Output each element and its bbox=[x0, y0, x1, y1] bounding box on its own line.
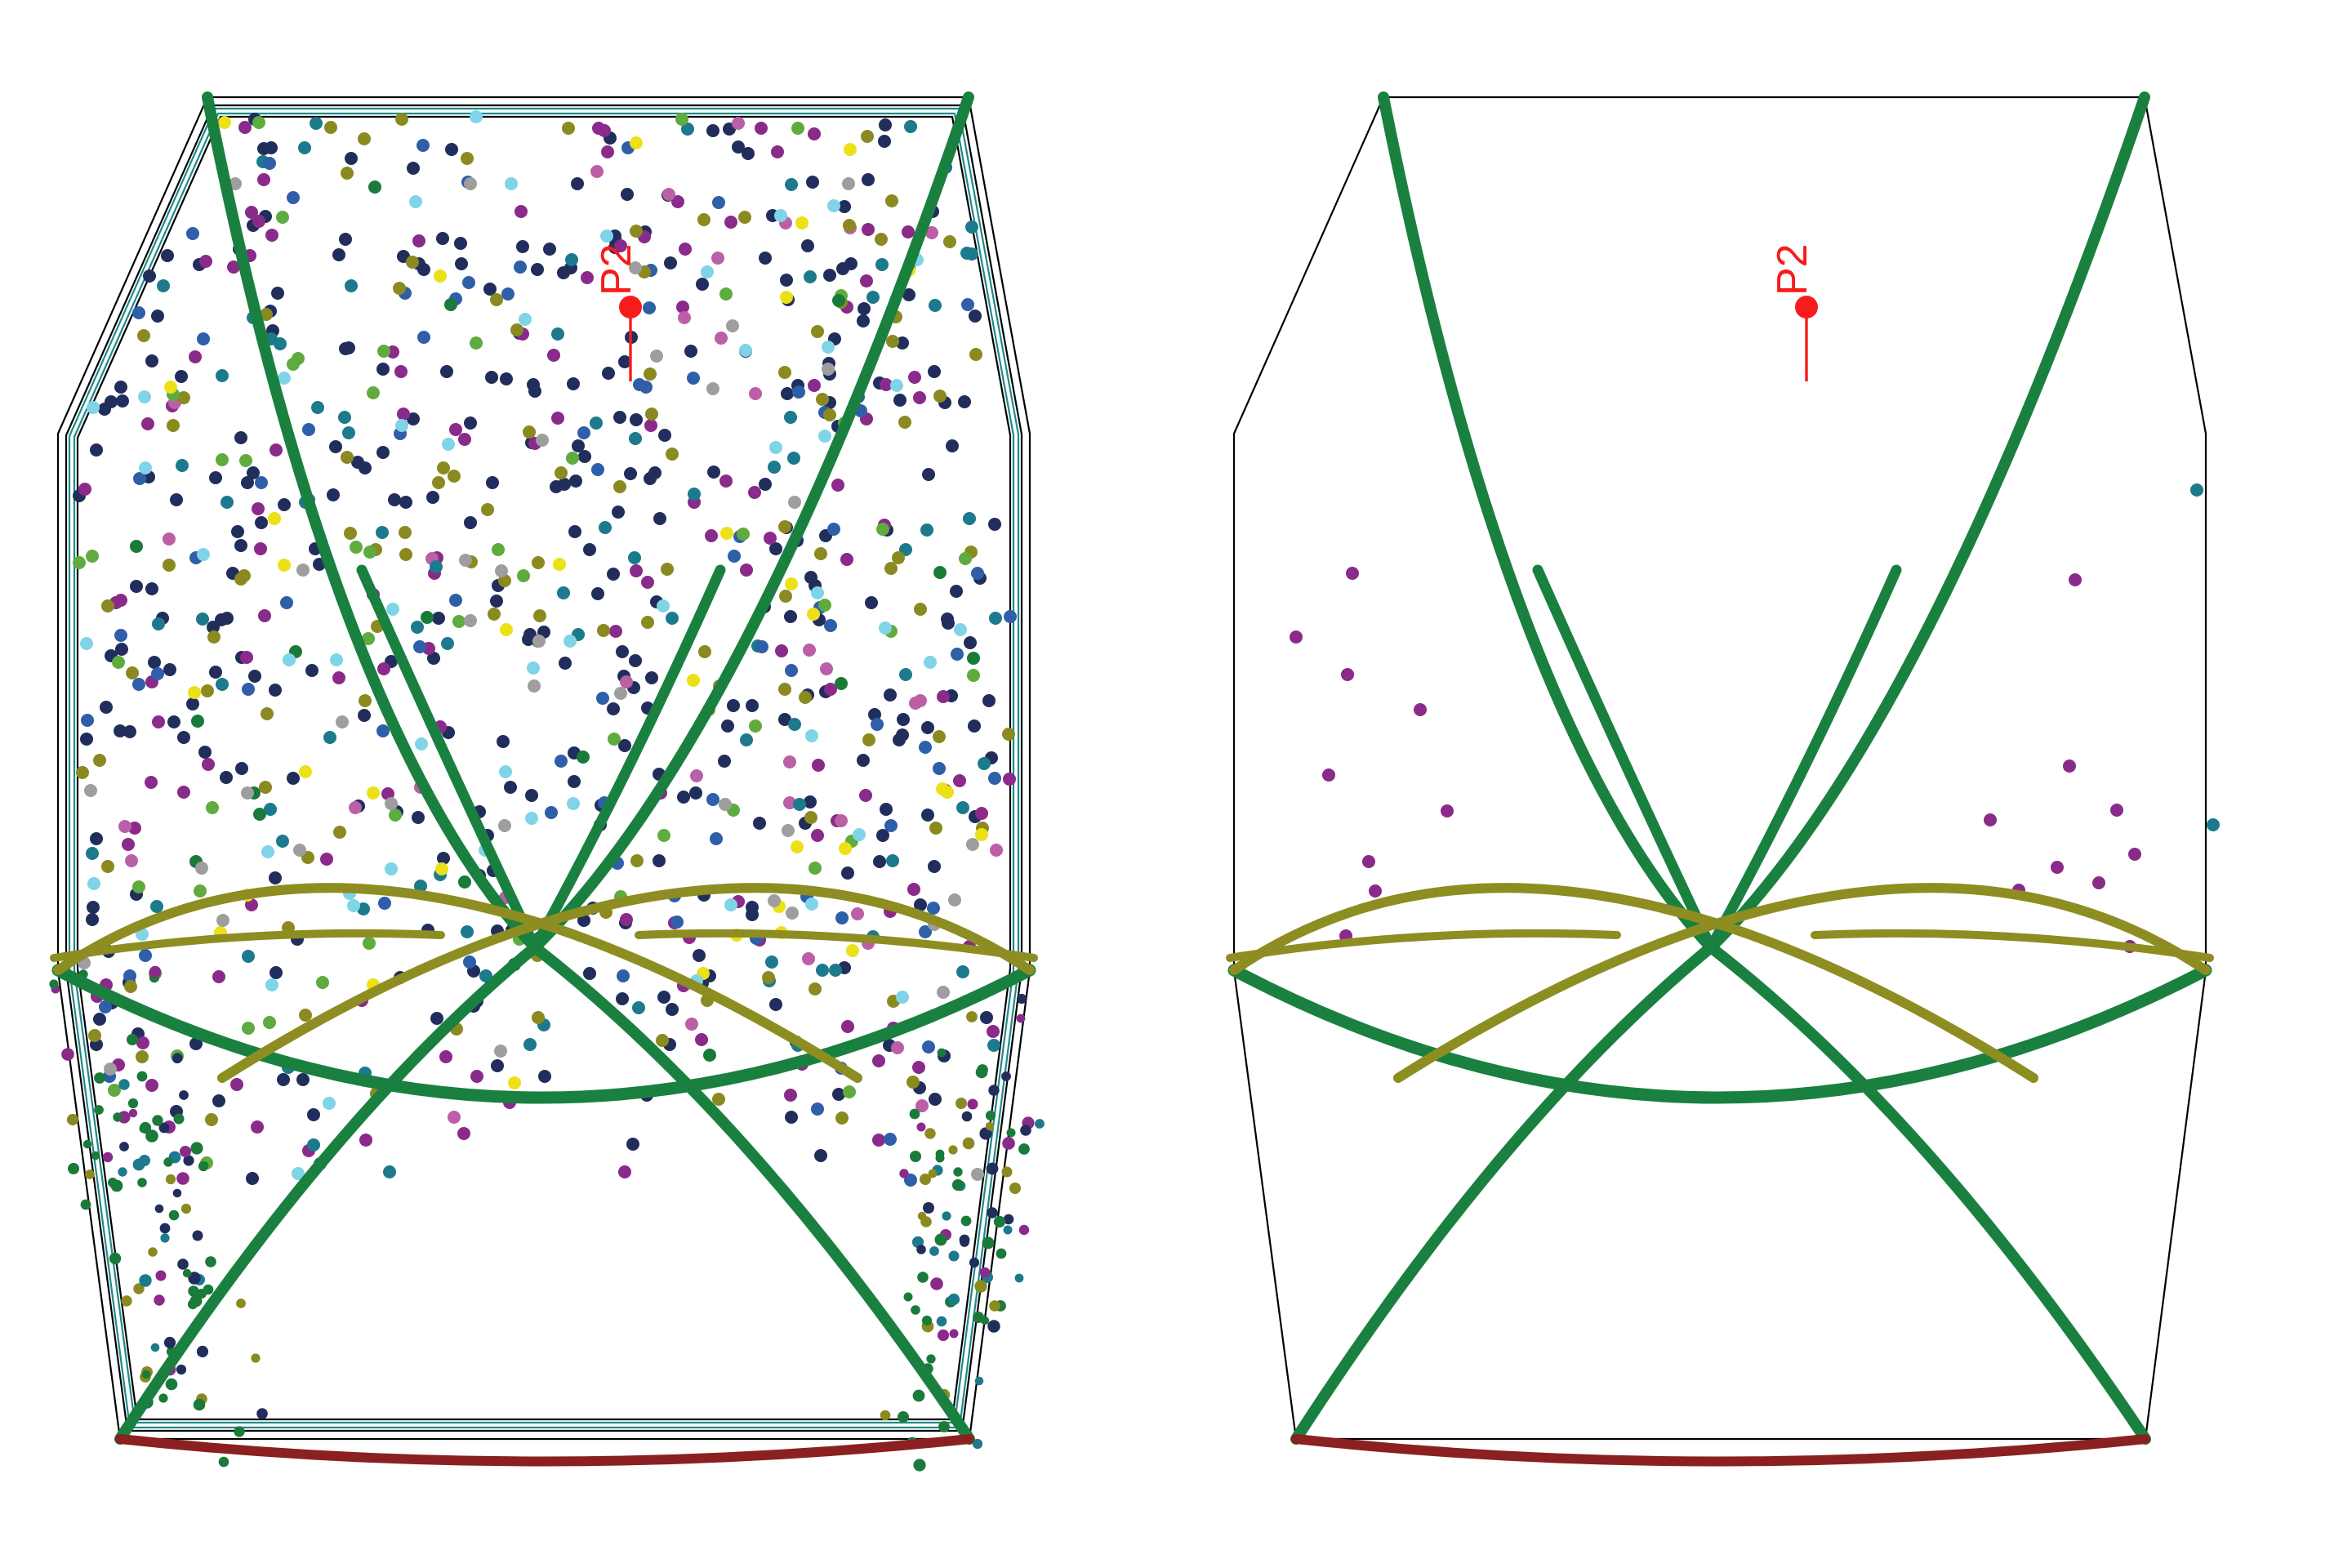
svg-text:P2: P2 bbox=[1769, 243, 1816, 296]
svg-text:P2: P2 bbox=[593, 243, 640, 296]
